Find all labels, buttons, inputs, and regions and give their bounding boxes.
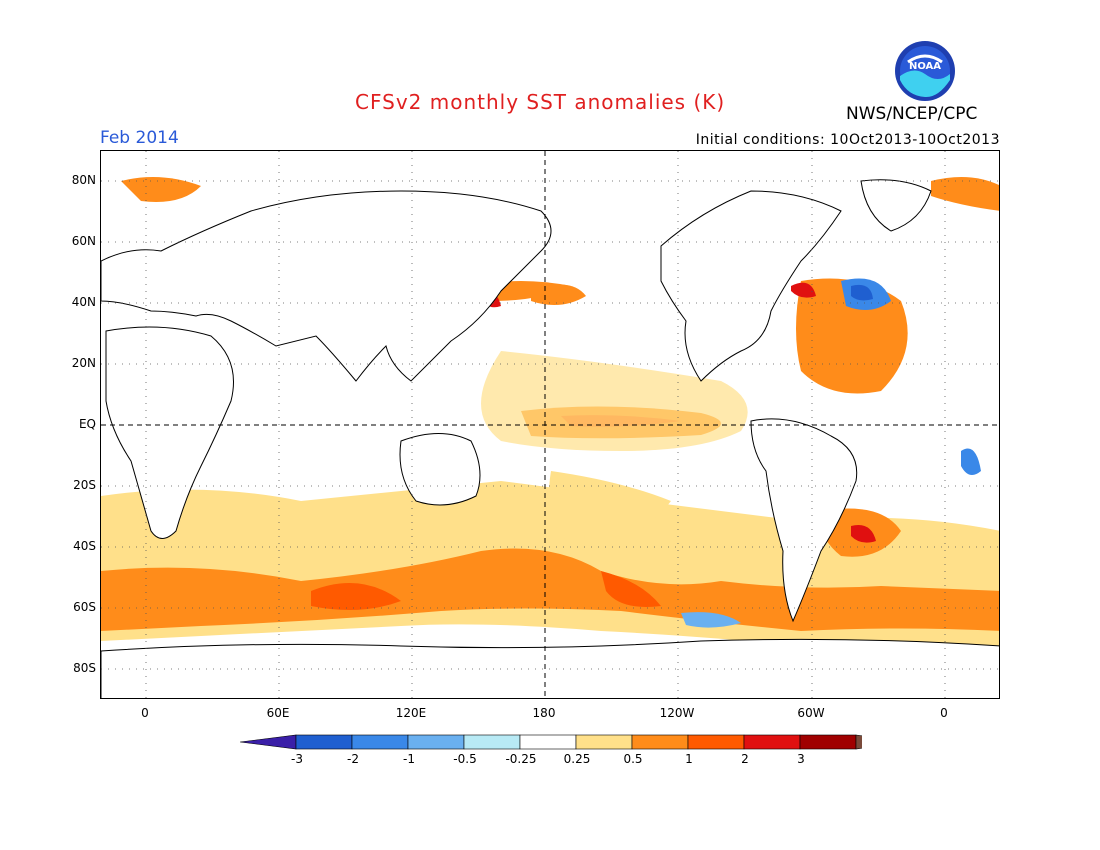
lon-label: 60E	[266, 706, 290, 720]
lat-label: 40S	[73, 539, 96, 553]
colorbar-segment	[463, 734, 521, 750]
colorbar-segment	[631, 734, 689, 750]
colorbar-tick-label: 0.5	[623, 752, 643, 766]
agency-label: NWS/NCEP/CPC	[846, 104, 978, 124]
colorbar-tick-label: 3	[797, 752, 805, 766]
color-scale-bar	[240, 734, 862, 750]
lon-label: 0	[940, 706, 948, 720]
forecast-month: Feb 2014	[100, 128, 179, 148]
lon-label: 60W	[797, 706, 825, 720]
logo-text: NOAA	[909, 61, 941, 72]
lon-label: 180	[532, 706, 556, 720]
lat-label: 40N	[71, 295, 96, 309]
lat-label: 20S	[73, 478, 96, 492]
lon-label: 120W	[659, 706, 695, 720]
lon-label: 120E	[395, 706, 427, 720]
colorbar-tick-label: -1	[403, 752, 415, 766]
colorbar-segment	[240, 734, 297, 750]
colorbar-segment	[855, 734, 862, 750]
noaa-logo: NOAA	[895, 41, 955, 101]
colorbar-tick-label: 0.25	[563, 752, 591, 766]
colorbar-tick-label: 1	[685, 752, 693, 766]
lat-label: 20N	[71, 356, 96, 370]
colorbar-tick-label: -2	[347, 752, 359, 766]
lat-label: 80N	[71, 173, 96, 187]
colorbar-segment	[351, 734, 409, 750]
colorbar-segment	[295, 734, 353, 750]
colorbar-tick-label: -0.5	[453, 752, 477, 766]
lat-label: 80S	[73, 661, 96, 675]
colorbar-tick-label: -3	[291, 752, 303, 766]
colorbar-segment	[687, 734, 745, 750]
colorbar-tick-label: -0.25	[505, 752, 537, 766]
sst-anomaly-map	[100, 150, 1000, 699]
lon-label: 0	[141, 706, 149, 720]
lat-label: EQ	[78, 417, 96, 431]
colorbar-tick-label: 2	[741, 752, 749, 766]
colorbar-segment	[743, 734, 801, 750]
map-title: CFSv2 monthly SST anomalies (K)	[355, 90, 726, 114]
colorbar-segment	[799, 734, 857, 750]
lat-label: 60N	[71, 234, 96, 248]
map-canvas	[101, 151, 999, 698]
colorbar-segment	[575, 734, 633, 750]
initial-conditions: Initial conditions: 10Oct2013-10Oct2013	[695, 132, 1000, 148]
colorbar-segment	[519, 734, 577, 750]
colorbar-segment	[407, 734, 465, 750]
lat-label: 60S	[73, 600, 96, 614]
